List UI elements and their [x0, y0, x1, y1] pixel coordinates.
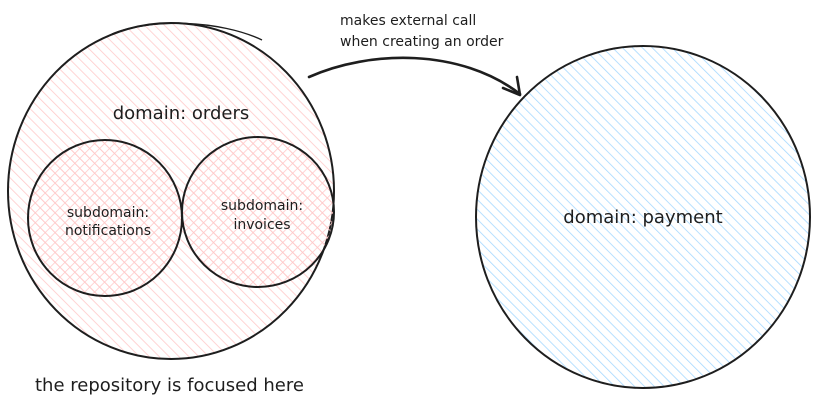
- payment-domain-label: domain: payment: [563, 207, 722, 228]
- notifications-subdomain-label-line2: notifications: [65, 223, 151, 239]
- external-call-arrow[interactable]: [307, 56, 522, 97]
- repository-focus-caption: the repository is focused here: [35, 375, 304, 396]
- arrow-label-line2: when creating an order: [340, 34, 504, 50]
- invoices-subdomain-label-line1: subdomain:: [221, 198, 303, 214]
- arrow-label-line1: makes external call: [340, 13, 476, 29]
- invoices-subdomain-circle[interactable]: [181, 136, 335, 288]
- invoices-subdomain-label-line2: invoices: [233, 217, 290, 233]
- orders-domain-label: domain: orders: [113, 103, 250, 124]
- notifications-subdomain-label-line1: subdomain:: [67, 205, 149, 221]
- notifications-subdomain-circle[interactable]: [27, 139, 183, 297]
- payment-domain-circle[interactable]: [475, 45, 811, 389]
